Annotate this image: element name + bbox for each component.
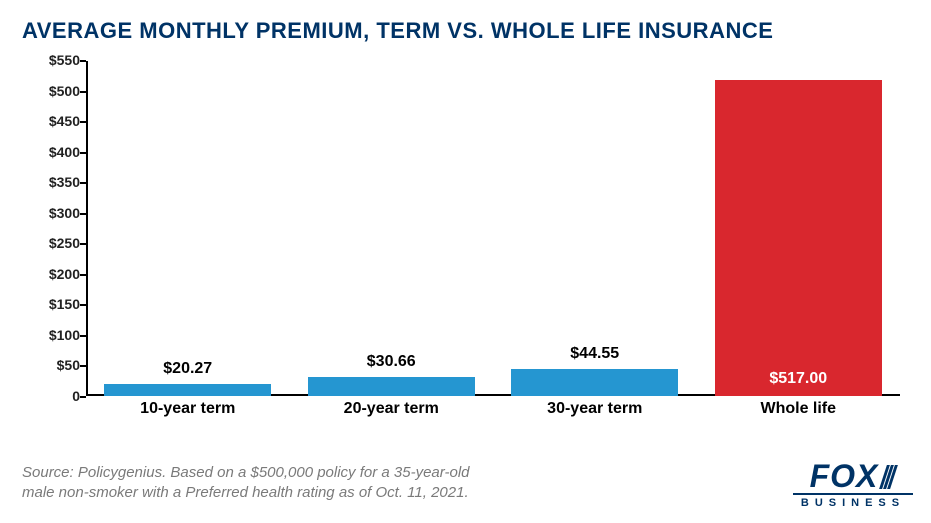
source-footer: Source: Policygenius. Based on a $500,00… xyxy=(22,463,771,504)
footer-line-1: Source: Policygenius. Based on a $500,00… xyxy=(22,463,771,483)
bar: $517.00 xyxy=(715,80,882,396)
y-axis: 0$50$100$150$200$250$300$350$400$450$500… xyxy=(30,60,86,396)
y-tick-mark xyxy=(80,396,86,398)
y-tick-mark xyxy=(80,91,86,93)
footer-line-2: male non-smoker with a Preferred health … xyxy=(22,483,771,503)
y-tick-label: $150 xyxy=(49,296,80,312)
x-category-label: Whole life xyxy=(760,396,836,418)
y-tick-mark xyxy=(80,243,86,245)
y-tick-label: $200 xyxy=(49,266,80,282)
y-tick-label: $300 xyxy=(49,205,80,221)
chart-area: 0 $50 $100 $150 $200 $250 $300 $350 $400 $450 $500… xyxy=(30,60,900,420)
y-tick-mark xyxy=(80,335,86,337)
logo-business-text: BUSINESS xyxy=(793,493,913,509)
bar: $44.55 xyxy=(511,369,678,396)
y-tick-label: $400 xyxy=(49,144,80,160)
fox-business-logo: FOX BUSINESS xyxy=(793,463,913,509)
y-tick-label: 0 xyxy=(72,388,80,404)
bar: $20.27 xyxy=(104,384,271,396)
y-tick-label: $250 xyxy=(49,235,80,251)
y-tick-label: $550 xyxy=(49,52,80,68)
y-tick-mark xyxy=(80,60,86,62)
y-tick-mark xyxy=(80,213,86,215)
bar-value-label: $30.66 xyxy=(367,353,416,377)
y-tick-label: $50 xyxy=(57,357,80,373)
y-tick-label: $100 xyxy=(49,327,80,343)
logo-fox-word: FOX xyxy=(810,458,879,494)
y-tick-mark xyxy=(80,365,86,367)
y-tick-mark xyxy=(80,121,86,123)
y-axis-line xyxy=(86,61,88,396)
logo-fox-text: FOX xyxy=(793,463,913,490)
y-tick-mark xyxy=(80,274,86,276)
y-tick-mark xyxy=(80,304,86,306)
bar-value-label: $517.00 xyxy=(769,370,827,388)
y-tick-mark xyxy=(80,182,86,184)
x-category-label: 30-year term xyxy=(547,396,642,418)
x-category-label: 20-year term xyxy=(344,396,439,418)
plot-area: $20.2710-year term$30.6620-year term$44.… xyxy=(86,60,900,396)
bar: $30.66 xyxy=(308,377,475,396)
bar-value-label: $44.55 xyxy=(570,345,619,369)
y-tick-label: $350 xyxy=(49,174,80,190)
bar-value-label: $20.27 xyxy=(163,360,212,384)
y-tick-label: $500 xyxy=(49,83,80,99)
y-tick-label: $450 xyxy=(49,113,80,129)
chart-title: AVERAGE MONTHLY PREMIUM, TERM VS. WHOLE … xyxy=(22,18,773,44)
y-tick-mark xyxy=(80,152,86,154)
logo-stripes-icon xyxy=(880,465,896,489)
x-category-label: 10-year term xyxy=(140,396,235,418)
